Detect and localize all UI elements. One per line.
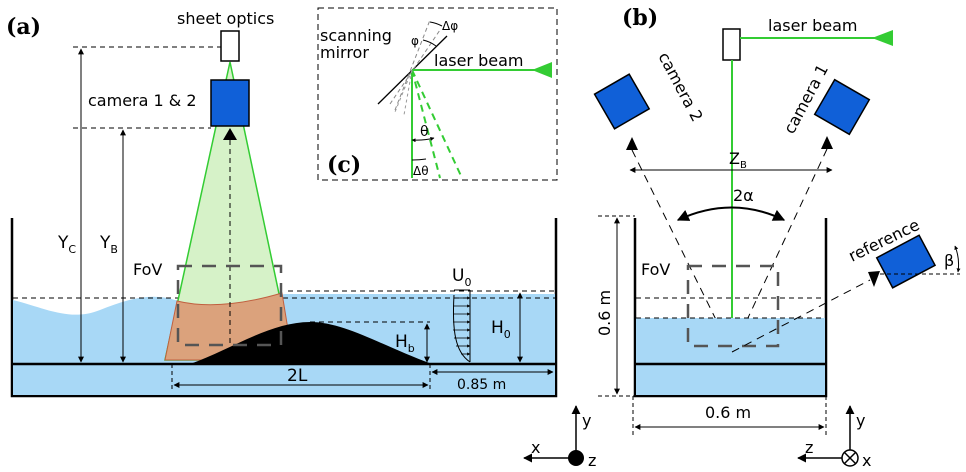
- alpha-label: 2α: [733, 186, 754, 205]
- axes-b: y z x: [798, 406, 871, 470]
- sheet-optics-label: sheet optics: [177, 9, 274, 28]
- camera-2-label: camera 2: [654, 49, 706, 125]
- panel-c: (c) scanning mirror laser beam θ Δθ φ Δφ: [318, 8, 557, 180]
- u0-label: U0: [452, 266, 471, 289]
- axis-a-y: y: [582, 411, 591, 430]
- height-label: 0.6 m: [595, 290, 614, 336]
- dtheta-label: Δθ: [413, 164, 429, 178]
- camera-2: [595, 74, 650, 129]
- camera-1-2-box: [211, 80, 249, 126]
- camera-2-lens: [626, 137, 638, 150]
- panel-a-label: (a): [6, 14, 41, 40]
- dist-label: 0.85 m: [457, 377, 506, 393]
- camera-1-2-label: camera 1 & 2: [88, 91, 197, 110]
- fov-label-b: FoV: [641, 260, 670, 279]
- axis-b-x: x: [862, 451, 871, 470]
- panel-b-label: (b): [622, 5, 658, 31]
- camera-1: [815, 80, 870, 135]
- mirror-label-2: mirror: [320, 43, 369, 62]
- axes-a: y x z: [524, 406, 596, 470]
- zb-label: ZB: [729, 149, 747, 171]
- camera-1-lens: [821, 136, 833, 149]
- axis-b-y: y: [856, 411, 865, 430]
- laser-head-b: [872, 30, 893, 46]
- water-b: [636, 318, 825, 395]
- dphi-label: Δφ: [442, 19, 458, 33]
- optics-box-b: [723, 29, 740, 60]
- axis-a-z: z: [588, 451, 596, 470]
- fov-label-a: FoV: [133, 260, 162, 279]
- axis-b-z: z: [805, 438, 813, 457]
- reference-lens: [868, 271, 880, 287]
- panel-c-label: (c): [327, 152, 361, 178]
- theta-label: θ: [420, 124, 429, 140]
- beta-label: β: [944, 251, 954, 270]
- phi-label: φ: [411, 34, 419, 48]
- beta-arc: [955, 246, 959, 272]
- laser-label-c: laser beam: [434, 51, 523, 70]
- yb-label: YB: [99, 233, 118, 256]
- width-label: 0.6 m: [705, 403, 751, 422]
- laser-label-b: laser beam: [768, 16, 857, 35]
- yc-label: YC: [57, 233, 76, 256]
- panel-b: (b) laser beam camera 2 camera 1 ZB 2α: [595, 5, 960, 470]
- two-l-label: 2L: [287, 366, 308, 386]
- sheet-optics-box: [221, 31, 239, 61]
- axis-a-x: x: [531, 438, 540, 457]
